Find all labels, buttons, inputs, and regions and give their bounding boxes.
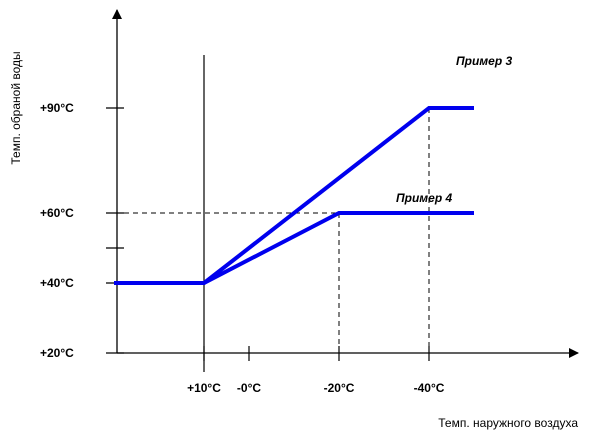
y-tick-label-1: +40°C [40,276,74,290]
y-tick-label-0: +20°C [40,346,74,360]
x-tick-label-2: -20°C [324,381,355,395]
x-tick-label-1: -0°C [237,381,261,395]
series-lines [114,106,474,285]
series-label-2: Пример 4 [396,191,453,205]
x-tick-label-0: +10°C [187,381,221,395]
labels: Пример 3 Пример 4 Темп. наружного воздуха Т… [9,51,578,430]
y-axis-label: Темп. обраной воды [9,51,23,164]
y-tick-label-3: +60°C [40,206,74,220]
guide-lines [124,108,430,353]
series-label-1: Пример 3 [456,54,513,68]
series-line-2 [114,211,474,285]
x-axis-label: Темп. наружного воздуха [438,416,578,430]
y-tick-label-4: +90°C [40,101,74,115]
x-tick-label-3: -40°C [414,381,445,395]
axes [112,9,579,372]
ticks: +20°C +40°C +60°C +90°C +10°C -0°C -20°C -40°C [40,101,445,395]
